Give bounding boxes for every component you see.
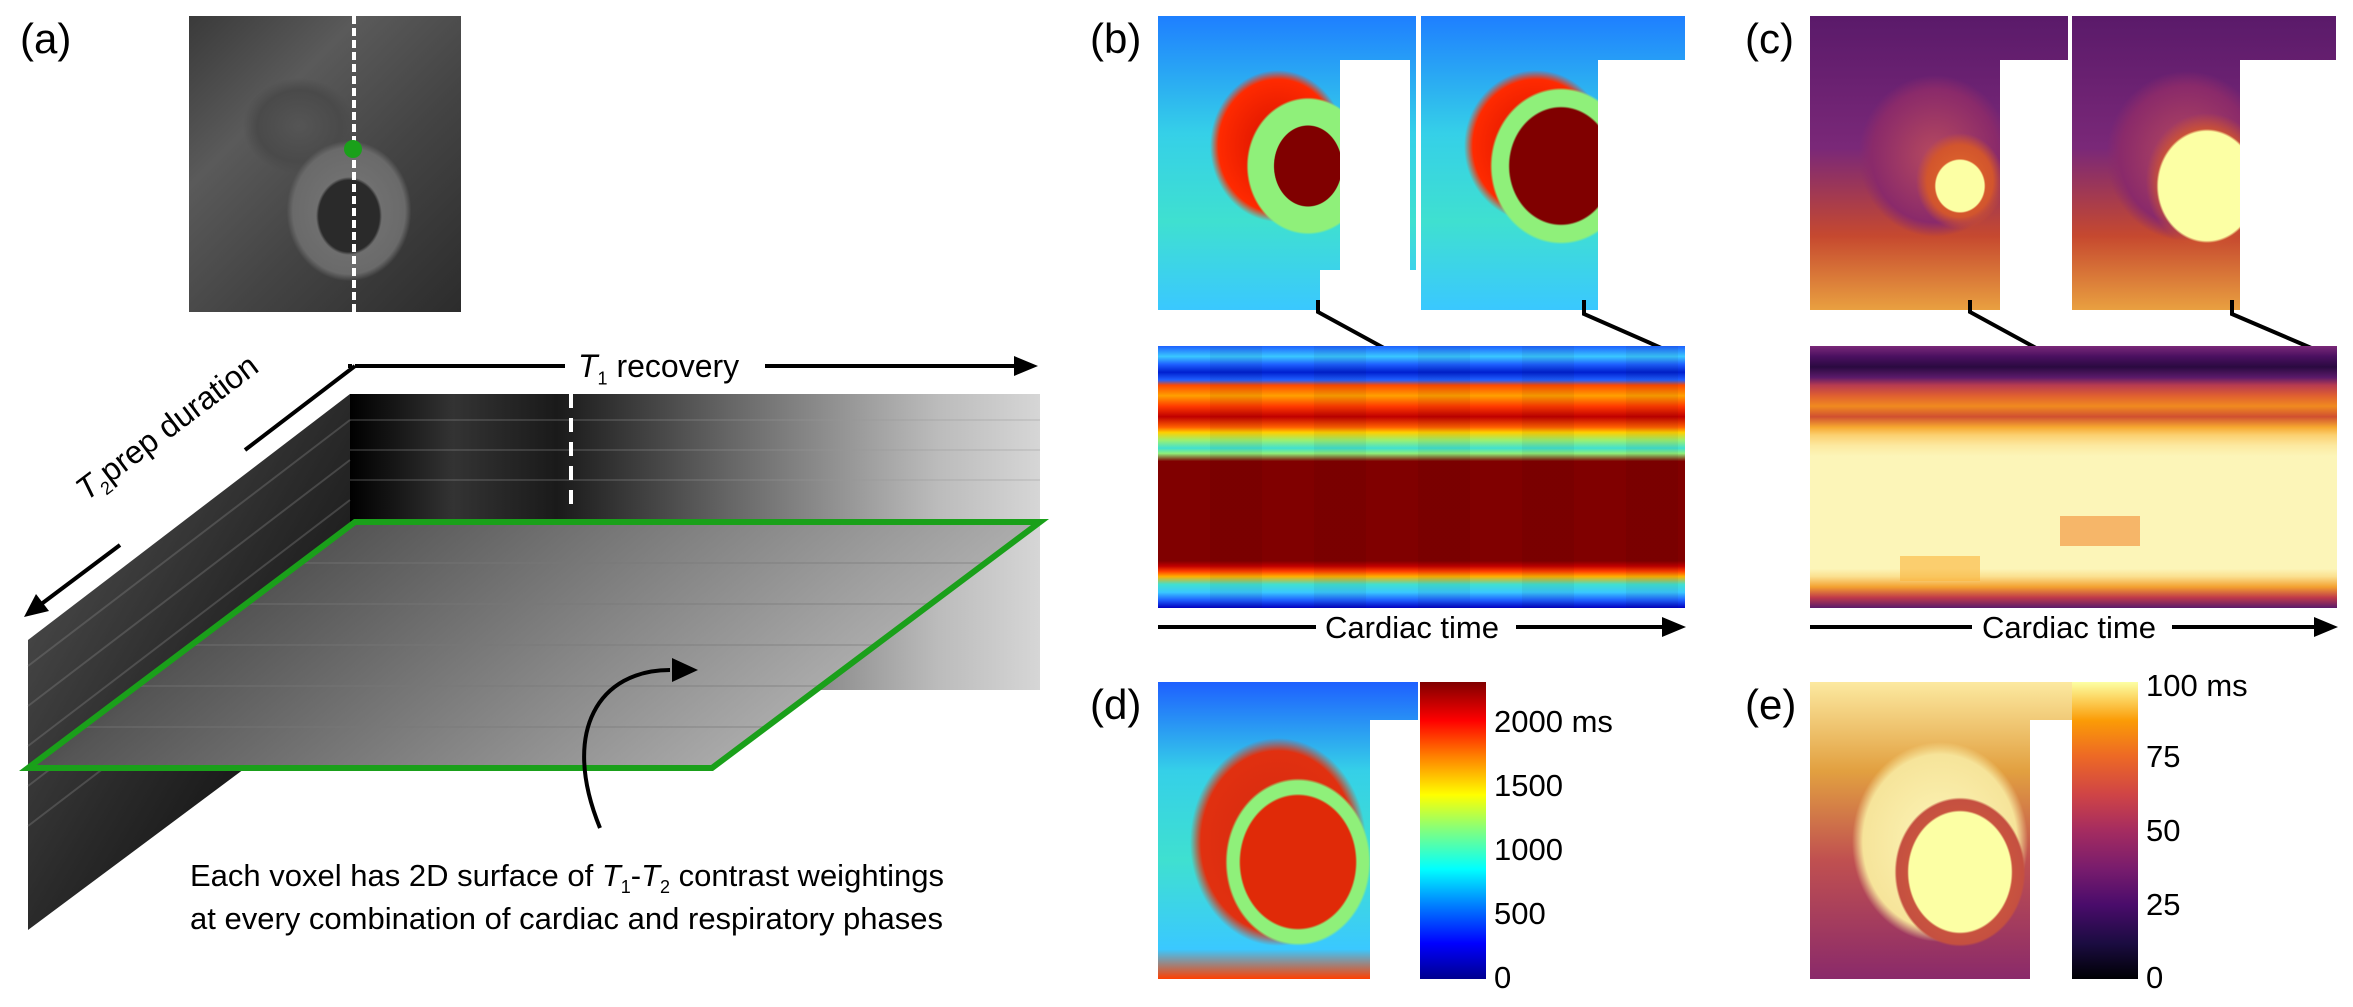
mask-frame-c1 xyxy=(2000,60,2068,310)
colorbar-t1-tick-2: 1000 xyxy=(1494,832,1563,867)
colorbar-t1-tick-4: 0 xyxy=(1494,960,1512,995)
panel-label-b: (b) xyxy=(1090,15,1142,62)
caption-line-1: Each voxel has 2D surface of T1-T2 contr… xyxy=(190,858,945,898)
mask-e xyxy=(2030,720,2075,980)
colorbar-t2-tick-3: 25 xyxy=(2146,887,2181,922)
t2-cardiac-time-strip xyxy=(1810,346,2337,608)
dashed-line-vertical xyxy=(352,16,356,312)
colorbar-t2-tick-2: 50 xyxy=(2146,813,2181,848)
mask-frame-2 xyxy=(1598,60,1688,310)
cardiac-time-label-c: Cardiac time xyxy=(1982,610,2156,645)
colorbar-t2-tick-0: 100 ms xyxy=(2146,668,2248,703)
panel-label-e: (e) xyxy=(1745,681,1797,728)
colorbar-t1-tick-3: 500 xyxy=(1494,896,1546,931)
cardiac-time-arrow-b xyxy=(1158,617,1686,637)
colorbar-t1 xyxy=(1420,682,1486,979)
colorbar-t2-tick-4: 0 xyxy=(2146,960,2164,995)
colorbar-t2 xyxy=(2072,682,2138,979)
panel-label-d: (d) xyxy=(1090,681,1142,728)
mask-frame-1-bottom xyxy=(1320,270,1416,310)
panel-label-a: (a) xyxy=(20,15,72,62)
colorbar-t1-tick-1: 1500 xyxy=(1494,768,1563,803)
cardiac-time-label-b: Cardiac time xyxy=(1325,610,1499,645)
t1-cardiac-time-strip xyxy=(1158,346,1685,608)
colorbar-t2-tick-1: 75 xyxy=(2146,739,2181,774)
mri-thumbnail xyxy=(189,16,461,312)
mask-d xyxy=(1370,720,1420,980)
caption-line-2: at every combination of cardiac and resp… xyxy=(190,901,944,936)
cardiac-time-arrow-c xyxy=(1810,617,2338,637)
mask-frame-c2 xyxy=(2240,60,2338,310)
t1-t2-surface-illustration xyxy=(19,356,1049,930)
mask-frame-1 xyxy=(1340,60,1410,310)
colorbar-t1-tick-0: 2000 ms xyxy=(1494,704,1613,739)
t1-recovery-label: T1 recovery xyxy=(578,348,740,389)
panel-label-c: (c) xyxy=(1745,15,1794,62)
voxel-marker xyxy=(344,140,362,158)
